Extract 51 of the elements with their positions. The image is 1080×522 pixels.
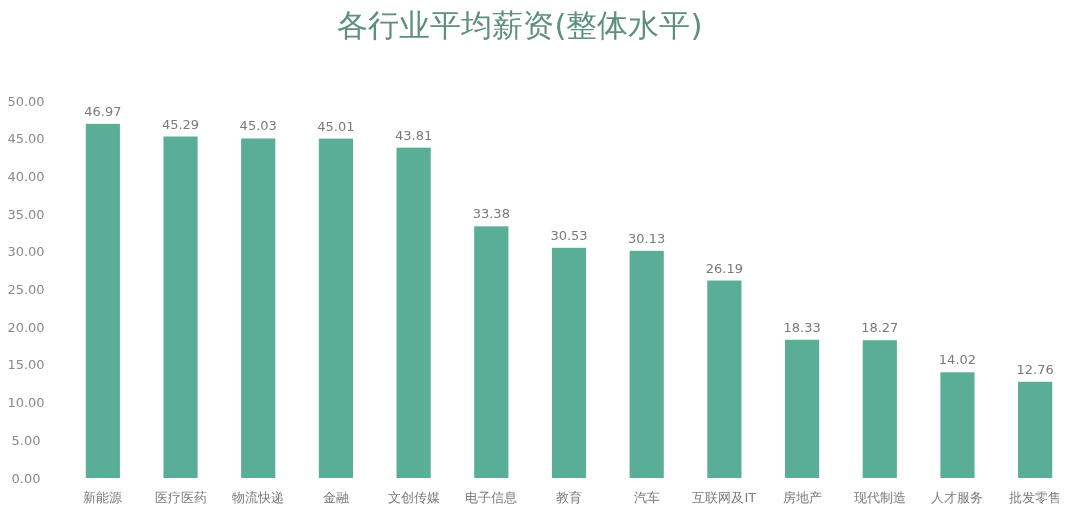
bar xyxy=(551,247,587,478)
x-tick-label: 人才服务 xyxy=(931,490,984,505)
bar xyxy=(474,226,509,478)
bar xyxy=(163,136,198,478)
x-tick-label: 现代制造 xyxy=(853,490,906,505)
bar xyxy=(1018,381,1053,478)
x-tick-label: 金融 xyxy=(322,490,349,505)
data-label: 18.27 xyxy=(861,320,899,336)
data-label: 14.02 xyxy=(938,352,977,368)
bar xyxy=(396,147,431,478)
y-tick-label: 30.00 xyxy=(7,244,45,260)
chart-title: 各行业平均薪资(整体水平) xyxy=(337,7,703,43)
y-tick-label: 35.00 xyxy=(7,206,45,222)
x-tick-label: 教育 xyxy=(556,490,582,505)
y-tick-label: 40.00 xyxy=(7,168,45,184)
data-label: 43.81 xyxy=(395,127,433,143)
data-label: 12.76 xyxy=(1016,361,1054,377)
data-label: 45.01 xyxy=(317,118,355,134)
data-label: 18.33 xyxy=(783,319,821,335)
bar xyxy=(784,339,820,478)
x-tick-label: 批发零售 xyxy=(1009,490,1062,505)
x-tick-label: 医疗医药 xyxy=(154,490,207,505)
x-tick-label: 汽车 xyxy=(633,490,660,505)
data-label: 30.13 xyxy=(628,230,666,246)
y-tick-label: 25.00 xyxy=(7,282,45,298)
x-tick-label: 电子信息 xyxy=(465,490,518,505)
y-tick-label: 10.00 xyxy=(7,395,45,411)
y-tick-label: 20.00 xyxy=(7,319,45,335)
data-label: 46.97 xyxy=(84,103,122,119)
data-label: 33.38 xyxy=(472,206,510,222)
data-label: 45.29 xyxy=(161,116,200,132)
bar xyxy=(629,250,664,478)
bar xyxy=(241,138,276,478)
data-label: 30.53 xyxy=(550,227,588,243)
y-tick-label: 50.00 xyxy=(7,93,45,109)
data-label: 26.19 xyxy=(705,260,743,276)
y-tick-label: 0.00 xyxy=(11,470,41,486)
x-tick-label: 房地产 xyxy=(782,490,822,505)
x-tick-label: 文创传媒 xyxy=(387,490,440,505)
bar xyxy=(85,123,120,478)
bar xyxy=(707,280,742,478)
y-tick-label: 15.00 xyxy=(7,357,45,373)
x-tick-label: 新能源 xyxy=(83,490,123,505)
y-tick-label: 45.00 xyxy=(7,131,45,147)
y-tick-label: 5.00 xyxy=(11,432,41,448)
x-tick-label: 物流快递 xyxy=(232,490,285,505)
bar xyxy=(318,138,354,478)
x-tick-label: 互联网及IT xyxy=(692,490,757,505)
bar xyxy=(862,340,897,478)
bar xyxy=(940,372,975,478)
data-label: 45.03 xyxy=(239,118,277,134)
